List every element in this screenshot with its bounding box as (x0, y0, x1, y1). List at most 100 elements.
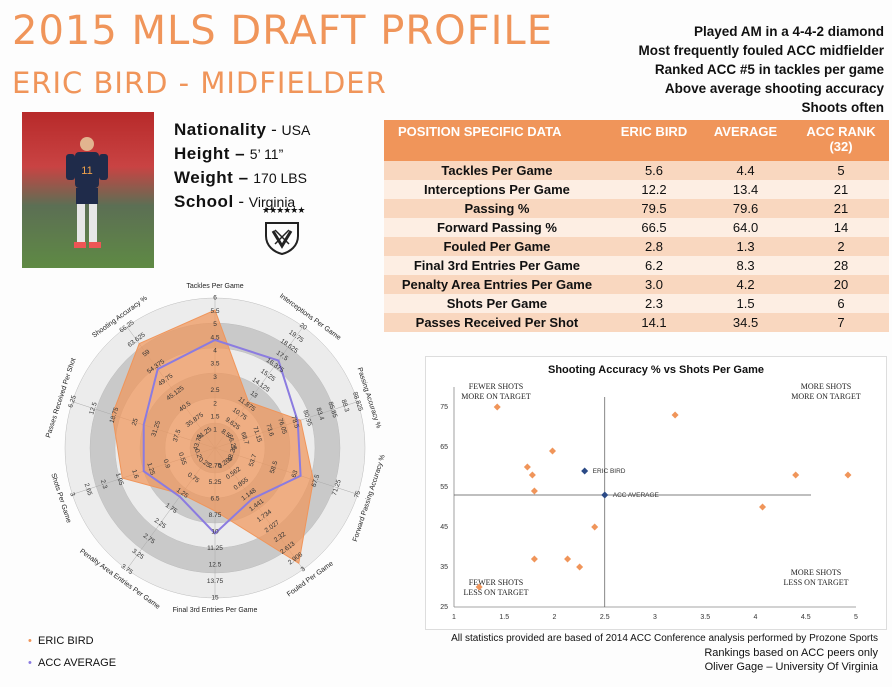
radar-tick-label: 12.5 (88, 401, 99, 416)
radar-tick-label: 15 (211, 595, 219, 602)
radar-tick-label: 58.5 (269, 460, 280, 475)
legend-marker: • (28, 635, 32, 647)
table-cell: 5.6 (609, 161, 699, 180)
note-item: Above average shooting accuracy (664, 81, 884, 96)
radar-tick-label: 73.6 (264, 423, 275, 438)
radar-tick-label: 3 (68, 492, 76, 498)
radar-tick-label: 5.25 (209, 479, 222, 486)
radar-tick-label: 2.3 (99, 479, 109, 490)
table-cell: 1.3 (698, 237, 793, 256)
row-label: Interceptions Per Game (384, 180, 610, 199)
row-label: Tackles Per Game (384, 161, 610, 180)
scatter-x-tick: 3 (653, 614, 657, 621)
table-cell: 64.0 (698, 218, 793, 237)
radar-tick-label: 1 (213, 427, 217, 434)
scatter-quadrant-label: FEWER SHOTS (469, 578, 523, 587)
height-label: Height – (174, 144, 246, 163)
radar-tick-label: 1.5 (210, 414, 219, 421)
scatter-y-tick: 55 (440, 484, 448, 491)
radar-tick-label: 67.5 (311, 473, 322, 488)
scatter-chart-panel: Shooting Accuracy % vs Shots Per Game 1 1.… (425, 356, 887, 630)
radar-tick-label: 5 (213, 321, 217, 328)
scatter-x-tick: 2 (553, 614, 557, 621)
row-label: Final 3rd Entries Per Game (384, 256, 610, 275)
radar-tick-label: 2 (213, 400, 217, 407)
school-label: School (174, 192, 234, 211)
scatter-highlight-label: ERIC BIRD (593, 468, 626, 475)
column-header: ERIC BIRD (609, 120, 699, 161)
scatter-point (523, 463, 531, 471)
scatter-quadrant-label: LESS ON TARGET (784, 578, 849, 587)
nationality-label: Nationality (174, 120, 267, 139)
radar-tick-label: 13.75 (207, 578, 224, 585)
radar-tick-label: 59 (141, 348, 151, 358)
footer-author: Oliver Gage – University Of Virginia (704, 661, 878, 673)
legend-label: ACC AVERAGE (38, 657, 117, 669)
footer-rankings: Rankings based on ACC peers only (704, 647, 878, 659)
scatter-point (591, 523, 599, 531)
radar-tick-label: 1.6 (130, 469, 140, 480)
table-cell: 21 (793, 199, 889, 218)
scatter-point (671, 411, 679, 419)
scatter-point (475, 583, 483, 591)
scatter-quadrant-label: MORE ON TARGET (791, 392, 861, 401)
scatter-point (844, 471, 852, 479)
scatter-quadrant-label: MORE SHOTS (801, 382, 851, 391)
scatter-title: Shooting Accuracy % vs Shots Per Game (548, 364, 764, 376)
table-cell: 2.8 (609, 237, 699, 256)
table-cell: 6 (793, 294, 889, 313)
radar-tick-label: 10 (211, 529, 219, 536)
note-item: Ranked ACC #5 in tackles per game (654, 62, 884, 77)
radar-tick-label: 68.7 (239, 431, 250, 446)
radar-tick-label: 1.95 (114, 472, 125, 487)
scouting-notes: Played AM in a 4-4-2 diamond Most freque… (638, 22, 884, 117)
radar-legend: • ERIC BIRD • ACC AVERAGE (28, 630, 116, 674)
table-cell: 14.1 (609, 313, 699, 332)
radar-tick-label: 6.5 (210, 496, 219, 503)
note-item: Shoots often (801, 100, 885, 115)
radar-tick-label: 0.55 (177, 452, 188, 467)
table-row: Penalty Area Entries Per Game 3.0 4.2 20 (384, 275, 889, 294)
radar-tick-label: 80.95 (301, 409, 313, 427)
radar-tick-label: 6.25 (67, 394, 78, 409)
table-row: Interceptions Per Game 12.2 13.4 21 (384, 180, 889, 199)
scatter-chart: Shooting Accuracy % vs Shots Per Game 1 1.… (440, 364, 861, 621)
row-label: Shots Per Game (384, 294, 610, 313)
table-cell: 12.2 (609, 180, 699, 199)
radar-tick-label: 4.5 (210, 334, 219, 341)
radar-tick-label: 66.25 (226, 434, 238, 452)
table-cell: 28 (793, 256, 889, 275)
note-item: Played AM in a 4-4-2 diamond (693, 24, 884, 39)
table-row: Final 3rd Entries Per Game 6.2 8.3 28 (384, 256, 889, 275)
legend-item-bird: • ERIC BIRD (28, 630, 116, 652)
scatter-highlight-label: ACC AVERAGE (613, 492, 660, 499)
table-cell: 14 (793, 218, 889, 237)
radar-tick-label: 53.7 (248, 453, 259, 468)
radar-tick-label: 13 (249, 390, 259, 400)
footer-source: All statistics provided are based of 201… (451, 633, 878, 644)
radar-tick-label: 5.5 (210, 308, 219, 315)
row-label: Penalty Area Entries Per Game (384, 275, 610, 294)
column-header: ACC RANK (32) (793, 120, 889, 161)
table-cell: 5 (793, 161, 889, 180)
scatter-x-tick: 1.5 (499, 614, 509, 621)
table-header-row: POSITION SPECIFIC DATA ERIC BIRD AVERAGE… (384, 120, 889, 161)
table-cell: 2.3 (609, 294, 699, 313)
radar-tick-label: 43.75 (192, 433, 204, 451)
radar-tick-label: 20 (298, 322, 308, 332)
legend-item-avg: • ACC AVERAGE (28, 652, 116, 674)
scatter-point (530, 487, 538, 495)
table-cell: 2 (793, 237, 889, 256)
row-label: Forward Passing % (384, 218, 610, 237)
radar-tick-label: 25 (131, 417, 140, 426)
table-cell: 6.2 (609, 256, 699, 275)
radar-tick-label: 71.15 (251, 426, 263, 444)
radar-tick-label: 85.85 (327, 401, 339, 419)
radar-tick-label: 37.5 (172, 428, 183, 443)
radar-tick-label: 8.75 (209, 512, 222, 519)
table-cell: 79.5 (609, 199, 699, 218)
radar-tick-label: 1.25 (145, 462, 156, 477)
table-body: Tackles Per Game 5.6 4.4 5 Interceptions Per… (384, 161, 889, 332)
table-cell: 7 (793, 313, 889, 332)
table-cell: 21 (793, 180, 889, 199)
